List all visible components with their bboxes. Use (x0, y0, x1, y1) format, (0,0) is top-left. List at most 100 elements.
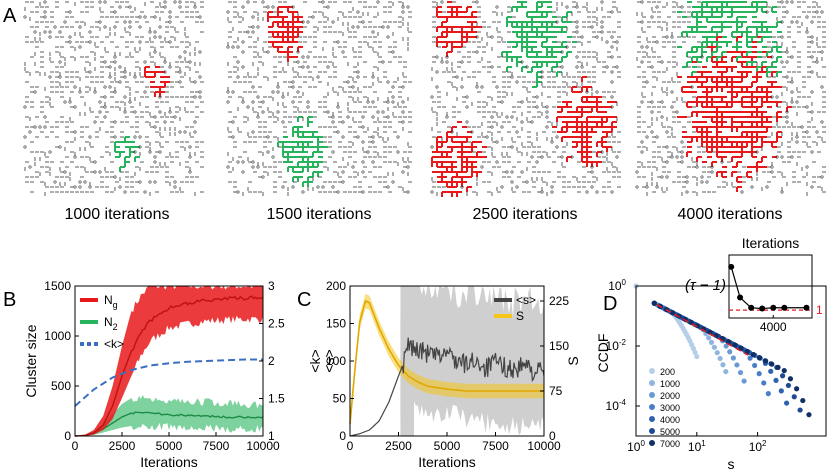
lattice-node (460, 60, 464, 64)
lattice-node (153, 180, 157, 184)
lattice-node (93, 120, 97, 124)
lattice-node (173, 185, 177, 189)
lattice-node (610, 95, 614, 99)
lattice-node (296, 60, 300, 64)
lattice-node (178, 5, 182, 9)
lattice-node (485, 135, 489, 139)
lattice-node (600, 25, 604, 29)
lattice-node (113, 175, 117, 179)
lattice-node (430, 145, 434, 149)
lattice-node (73, 85, 77, 89)
lattice-node (98, 100, 102, 104)
lattice-node (163, 60, 167, 64)
lattice-node (520, 120, 524, 124)
lattice-node (251, 30, 255, 34)
legend-label: 3000 (660, 403, 680, 413)
lattice-node (460, 85, 464, 89)
y2-tick-label: 75 (549, 384, 563, 398)
lattice-node (43, 0, 47, 4)
ccdf-point-2000 (741, 378, 747, 384)
lattice-node (640, 150, 644, 154)
lattice-node (490, 115, 494, 119)
ccdf-point-7000 (670, 310, 676, 316)
y2-tick-label: 3 (268, 279, 275, 293)
lattice-node (193, 130, 197, 134)
lattice-node (810, 20, 814, 24)
lattice-node (226, 45, 230, 49)
lattice-node (381, 60, 385, 64)
lattice-node (590, 170, 594, 174)
lattice-node (113, 120, 117, 124)
lattice-node (163, 120, 167, 124)
lattice-node (108, 65, 112, 69)
caption-4000: 4000 iterations (678, 206, 783, 223)
lattice-node (700, 180, 704, 184)
lattice-node (193, 120, 197, 124)
inset-point (770, 304, 777, 311)
x-tick-label: 10000 (246, 439, 280, 453)
lattice-node (520, 60, 524, 64)
lattice-node (600, 30, 604, 34)
lattice-node (261, 0, 265, 4)
lattice-node (680, 5, 684, 9)
lattice-node (535, 95, 539, 99)
lattice-node (381, 25, 385, 29)
lattice-node (346, 80, 350, 84)
legend-marker (649, 392, 655, 398)
lattice-node (575, 65, 579, 69)
panel-letter-d: D (603, 293, 617, 315)
lattice-node (168, 15, 172, 19)
ccdf-point-7000 (744, 348, 750, 354)
lattice-node (515, 185, 519, 189)
lattice-node (805, 30, 809, 34)
lattice-node (785, 120, 789, 124)
lattice-node (361, 20, 365, 24)
lattice-node (530, 120, 534, 124)
lattice-node (128, 20, 132, 24)
lattice-node (775, 155, 779, 159)
lattice-node (276, 85, 280, 89)
lattice-node (785, 60, 789, 64)
lattice-node (33, 125, 37, 129)
lattice-node (23, 105, 27, 109)
lattice-node (645, 45, 649, 49)
lattice-node (376, 110, 380, 114)
lattice-node (610, 105, 614, 109)
lattice-node (306, 105, 310, 109)
ccdf-point-2000 (727, 349, 733, 355)
lattice-node (241, 5, 245, 9)
lattice-node (231, 90, 235, 94)
lattice-node (133, 150, 137, 154)
lattice-node (113, 55, 117, 59)
lattice-node (580, 65, 584, 69)
lattice-node (445, 60, 449, 64)
lattice-node (188, 145, 192, 149)
inset-point (728, 263, 735, 270)
lattice-node (675, 155, 679, 159)
ccdf-point-5000 (785, 382, 792, 389)
ccdf-point-7000 (738, 345, 744, 351)
y2-tick-label: 225 (549, 294, 569, 308)
ccdf-point-7000 (806, 412, 812, 418)
lattice-node (361, 170, 365, 174)
lattice-node (645, 185, 649, 189)
y2-tick-label: 1.5 (268, 392, 285, 406)
lattice-node (271, 90, 275, 94)
y2-tick-label: 0 (549, 429, 556, 443)
ccdf-point-7000 (651, 300, 657, 306)
lattice-node (98, 170, 102, 174)
lattice-node (680, 150, 684, 154)
lattice-node (261, 175, 265, 179)
lattice-node (251, 165, 255, 169)
lattice-node (231, 120, 235, 124)
y-tick-label: 150 (326, 317, 346, 331)
lattice-node (113, 90, 117, 94)
ccdf-point-1000 (717, 355, 723, 362)
lattice-node (301, 65, 305, 69)
lattice-node (610, 10, 614, 14)
lattice-node (565, 5, 569, 9)
legend-label: <k> (104, 337, 124, 351)
lattice-node (520, 170, 524, 174)
plot-frame (635, 285, 827, 437)
lattice-node (660, 100, 664, 104)
